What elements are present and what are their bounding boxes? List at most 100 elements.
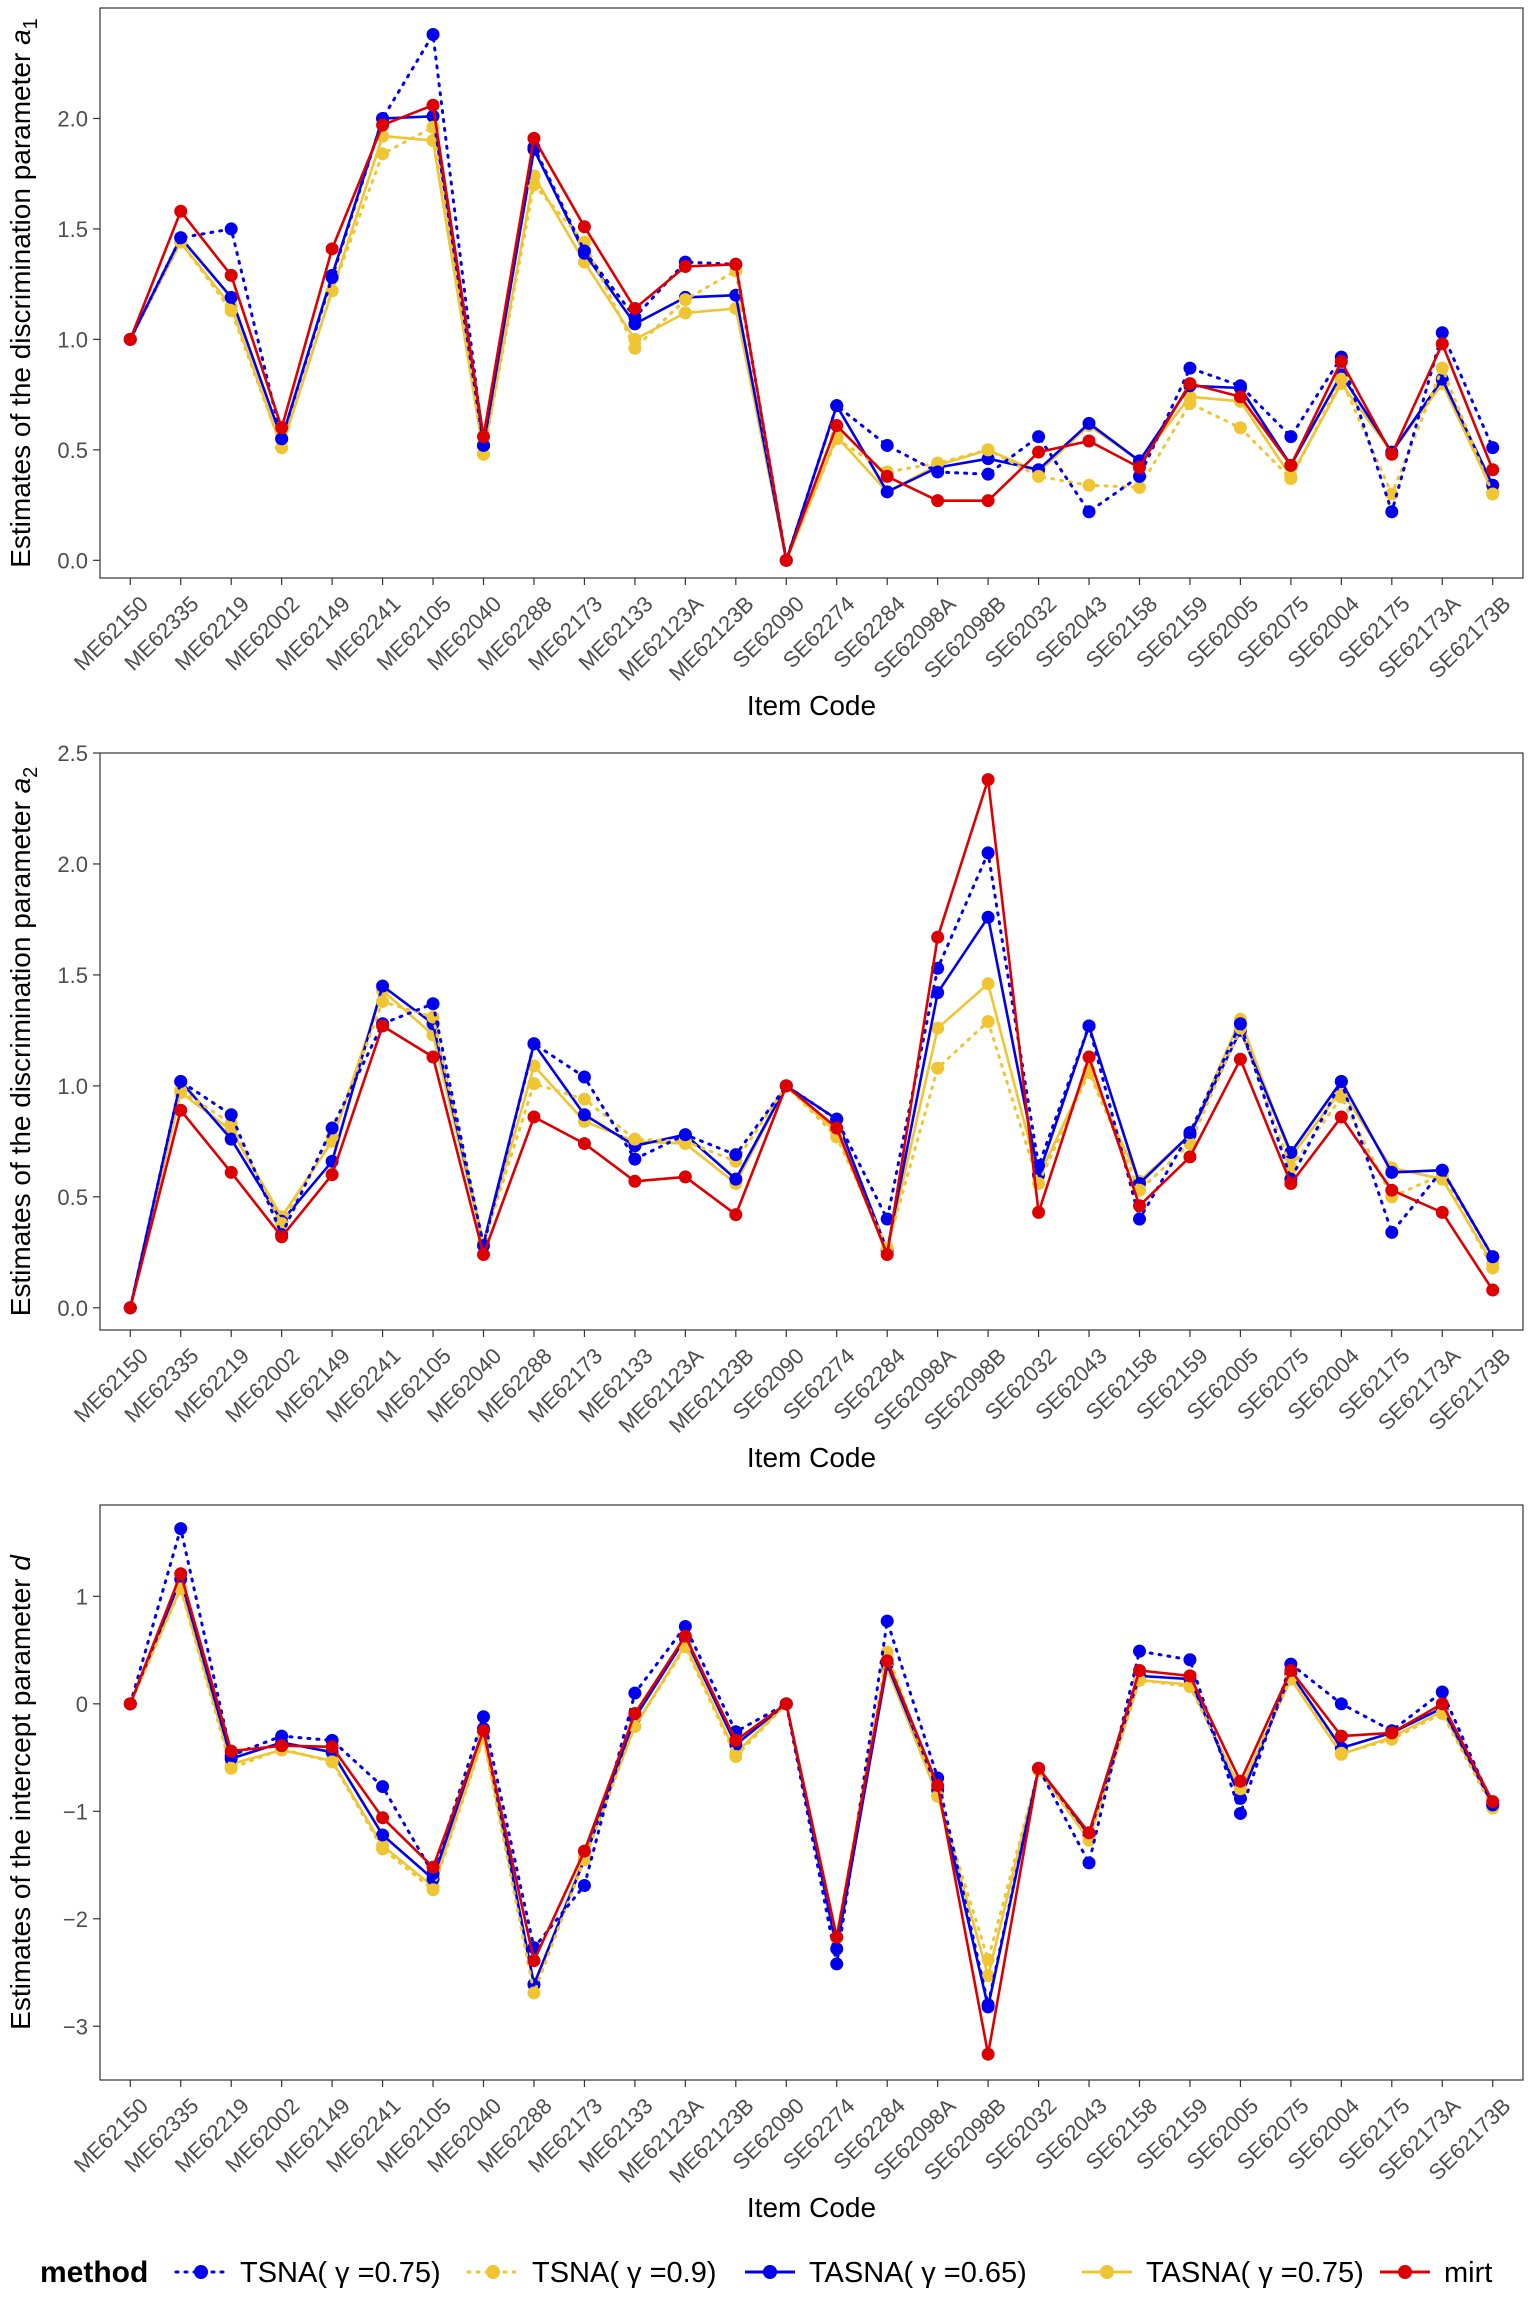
data-point: [426, 98, 440, 112]
data-point: [1334, 1110, 1348, 1124]
data-point: [1385, 1225, 1399, 1239]
legend-key-point: [194, 2265, 208, 2279]
data-point: [376, 1842, 390, 1856]
data-point: [1486, 1283, 1500, 1297]
legend: method TSNA( γ =0.75) TSNA( γ =0.9) TASNA(…: [40, 2256, 1492, 2289]
data-point: [1385, 1183, 1399, 1197]
data-point: [880, 1654, 894, 1668]
data-point: [981, 2047, 995, 2061]
data-point: [426, 1050, 440, 1064]
legend-item: mirt: [1380, 2257, 1492, 2289]
data-point: [1032, 1761, 1046, 1775]
data-point: [527, 1077, 541, 1091]
data-point: [1435, 1163, 1449, 1177]
chart-panel-2: 0.00.51.01.52.02.5ME62150ME62335ME62219M…: [5, 741, 1524, 1473]
legend-label: mirt: [1444, 2257, 1492, 2289]
data-point: [1284, 472, 1298, 486]
data-point: [1385, 1165, 1399, 1179]
data-point: [779, 1697, 793, 1711]
chart-panel-3: −3−2−101ME62150ME62335ME62219ME62002ME62…: [5, 1504, 1524, 2223]
data-point: [325, 271, 339, 285]
chart-panel-1: 0.00.51.01.52.0ME62150ME62335ME62219ME62…: [5, 7, 1524, 721]
data-point: [376, 995, 390, 1009]
data-point: [1082, 1019, 1096, 1033]
data-point: [1385, 447, 1399, 461]
data-point: [275, 1739, 289, 1753]
data-point: [981, 846, 995, 860]
data-point: [830, 399, 844, 413]
data-point: [275, 1729, 289, 1743]
legend-key-point: [486, 2265, 500, 2279]
data-point: [1233, 1017, 1247, 1031]
data-point: [1132, 1644, 1146, 1658]
data-point: [174, 204, 188, 218]
data-point: [628, 1686, 642, 1700]
x-axis-title: Item Code: [747, 2192, 876, 2223]
data-point: [729, 1733, 743, 1747]
data-point: [527, 1986, 541, 2000]
series-line: [129, 1572, 1494, 2056]
data-point: [1082, 1826, 1096, 1840]
data-point: [1435, 337, 1449, 351]
data-point: [981, 1998, 995, 2012]
data-point: [1284, 1177, 1298, 1191]
series-line: [128, 1000, 1495, 1310]
data-point: [931, 1021, 945, 1035]
data-point: [1082, 1050, 1096, 1064]
data-point: [1435, 326, 1449, 340]
series-tasna-0.65: [123, 1572, 1500, 2014]
data-point: [577, 1070, 591, 1084]
data-point: [678, 1629, 692, 1643]
data-point: [1385, 487, 1399, 501]
y-tick-label: 2.0: [57, 106, 88, 131]
series-tsna-0.9: [123, 1582, 1500, 2000]
data-point: [123, 1301, 137, 1315]
data-point: [678, 1170, 692, 1184]
data-point: [1334, 1697, 1348, 1711]
data-point: [1233, 390, 1247, 404]
y-tick-label: −3: [63, 2014, 88, 2039]
data-point: [830, 419, 844, 433]
data-point: [1334, 372, 1348, 386]
data-point: [527, 131, 541, 145]
data-point: [1435, 361, 1449, 375]
data-point: [1132, 480, 1146, 494]
legend-item: TASNA( γ =0.75): [1082, 2257, 1364, 2289]
data-point: [527, 1037, 541, 1051]
data-point: [1132, 461, 1146, 475]
data-point: [577, 1137, 591, 1151]
data-point: [1284, 458, 1298, 472]
legend-key-point: [1100, 2265, 1114, 2279]
data-point: [426, 1860, 440, 1874]
data-point: [1183, 361, 1197, 375]
data-point: [1082, 505, 1096, 519]
data-point: [729, 257, 743, 271]
data-point: [981, 1953, 995, 1967]
data-point: [577, 244, 591, 258]
data-point: [729, 1208, 743, 1222]
data-point: [376, 1828, 390, 1842]
series-line: [129, 1577, 1494, 2009]
data-point: [1334, 1090, 1348, 1104]
data-point: [931, 1779, 945, 1793]
data-point: [174, 1074, 188, 1088]
data-point: [224, 1744, 238, 1758]
data-point: [325, 1740, 339, 1754]
data-point: [527, 1059, 541, 1073]
data-point: [174, 231, 188, 245]
y-axis-title: Estimates of the discrimination paramete…: [5, 18, 42, 568]
data-point: [376, 147, 390, 161]
series-line: [129, 115, 1494, 562]
data-point: [376, 118, 390, 132]
y-tick-label: −2: [63, 1907, 88, 1932]
legend-item: TASNA( γ =0.65): [745, 2257, 1027, 2289]
data-point: [880, 469, 894, 483]
data-point: [477, 1248, 491, 1262]
data-point: [224, 290, 238, 304]
data-point: [1132, 1664, 1146, 1678]
data-point: [779, 1079, 793, 1093]
y-tick-label: 0.0: [57, 548, 88, 573]
data-point: [830, 1930, 844, 1944]
data-point: [729, 1172, 743, 1186]
data-point: [628, 341, 642, 355]
